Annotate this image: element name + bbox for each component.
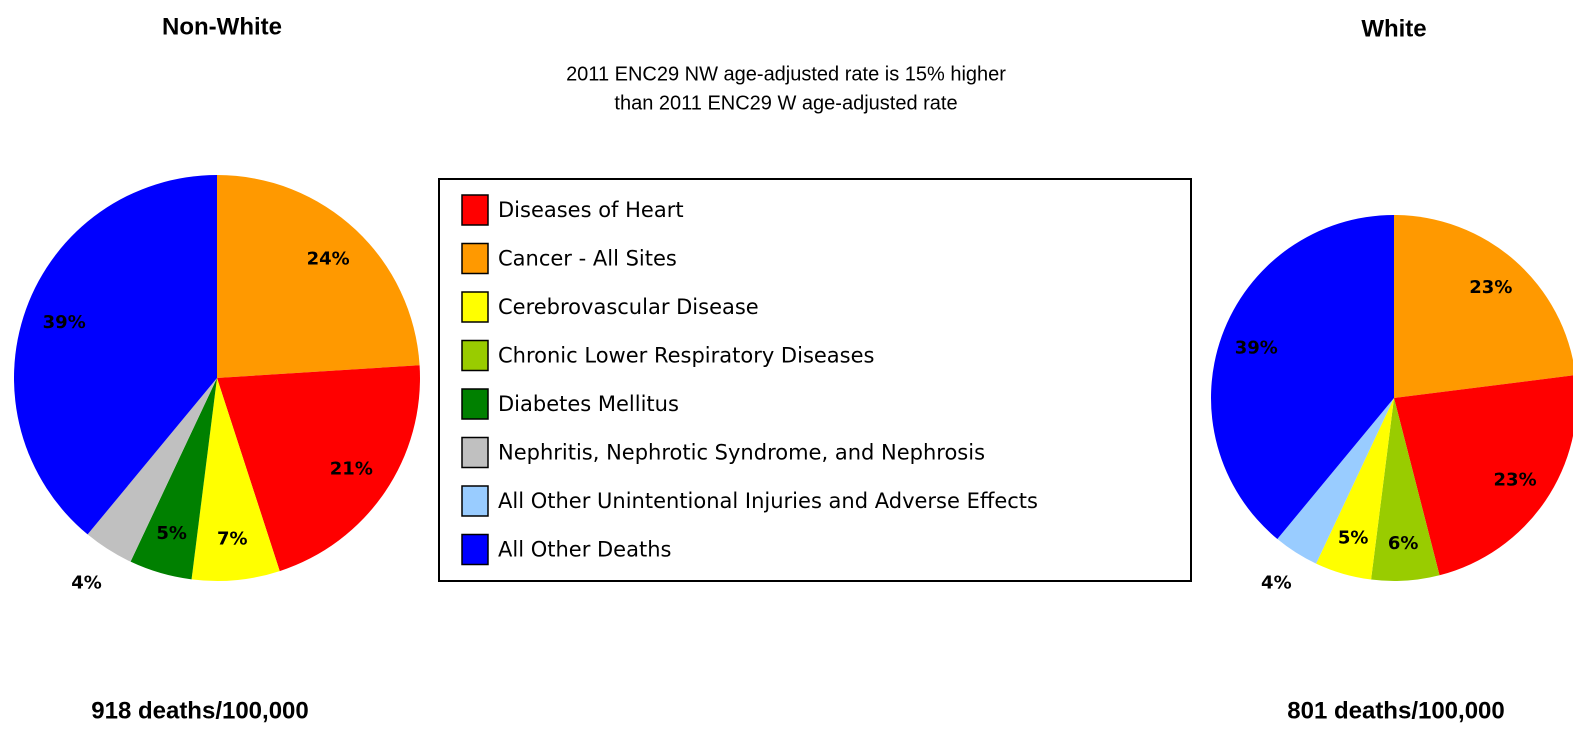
pie-slice	[217, 175, 420, 378]
pie-slice	[191, 378, 280, 581]
legend-swatch	[461, 436, 489, 469]
legend-label: Nephritis, Nephrotic Syndrome, and Nephr…	[498, 441, 985, 465]
pie-slice	[1394, 215, 1573, 398]
pie-slice	[87, 378, 217, 562]
legend-label: Diseases of Heart	[498, 198, 684, 222]
slice-label: 6%	[1388, 533, 1419, 554]
pie-slice	[14, 175, 218, 535]
legend-label: All Other Unintentional Injuries and Adv…	[498, 489, 1038, 513]
total-label: 918 deaths/100,000	[91, 697, 309, 724]
legend-swatch	[461, 533, 489, 566]
legend-swatch	[461, 194, 489, 226]
annotation: 2011 ENC29 NW age-adjusted rate is 15% h…	[566, 63, 1006, 85]
pie-slice	[1394, 375, 1573, 576]
legend-label: Cerebrovascular Disease	[498, 295, 759, 319]
slice-label: 21%	[330, 458, 373, 479]
slice-label: 23%	[1469, 277, 1512, 298]
legend-swatch	[461, 242, 489, 275]
legend-label: All Other Deaths	[498, 538, 671, 562]
pie-slice	[130, 378, 217, 580]
slice-label: 4%	[71, 573, 102, 594]
legend-swatch	[461, 485, 489, 517]
slice-label: 5%	[156, 523, 187, 544]
slice-label: 23%	[1494, 469, 1537, 490]
pie-slice	[217, 365, 420, 572]
legend-swatch	[461, 388, 489, 420]
legend-label: Cancer - All Sites	[498, 247, 677, 271]
total-label: 801 deaths/100,000	[1287, 697, 1505, 724]
slice-label: 24%	[307, 249, 350, 270]
legend-swatch	[461, 291, 489, 323]
pie-slice	[1211, 215, 1394, 540]
pie-slice	[1316, 398, 1394, 580]
legend-label: Diabetes Mellitus	[498, 392, 679, 416]
pie-title: Non-White	[162, 13, 282, 40]
slice-label: 39%	[43, 312, 86, 333]
annotation: than 2011 ENC29 W age-adjusted rate	[614, 92, 957, 114]
legend-label: Chronic Lower Respiratory Diseases	[498, 344, 874, 368]
slice-label: 5%	[1338, 528, 1369, 549]
pie-slice	[1371, 398, 1440, 581]
slice-label: 7%	[217, 529, 248, 550]
slice-label: 4%	[1261, 572, 1292, 593]
pie-slice	[1277, 398, 1394, 564]
pie-title: White	[1361, 15, 1426, 42]
slice-label: 39%	[1235, 337, 1278, 358]
legend-swatch	[461, 339, 489, 372]
legend-box	[438, 178, 1192, 582]
